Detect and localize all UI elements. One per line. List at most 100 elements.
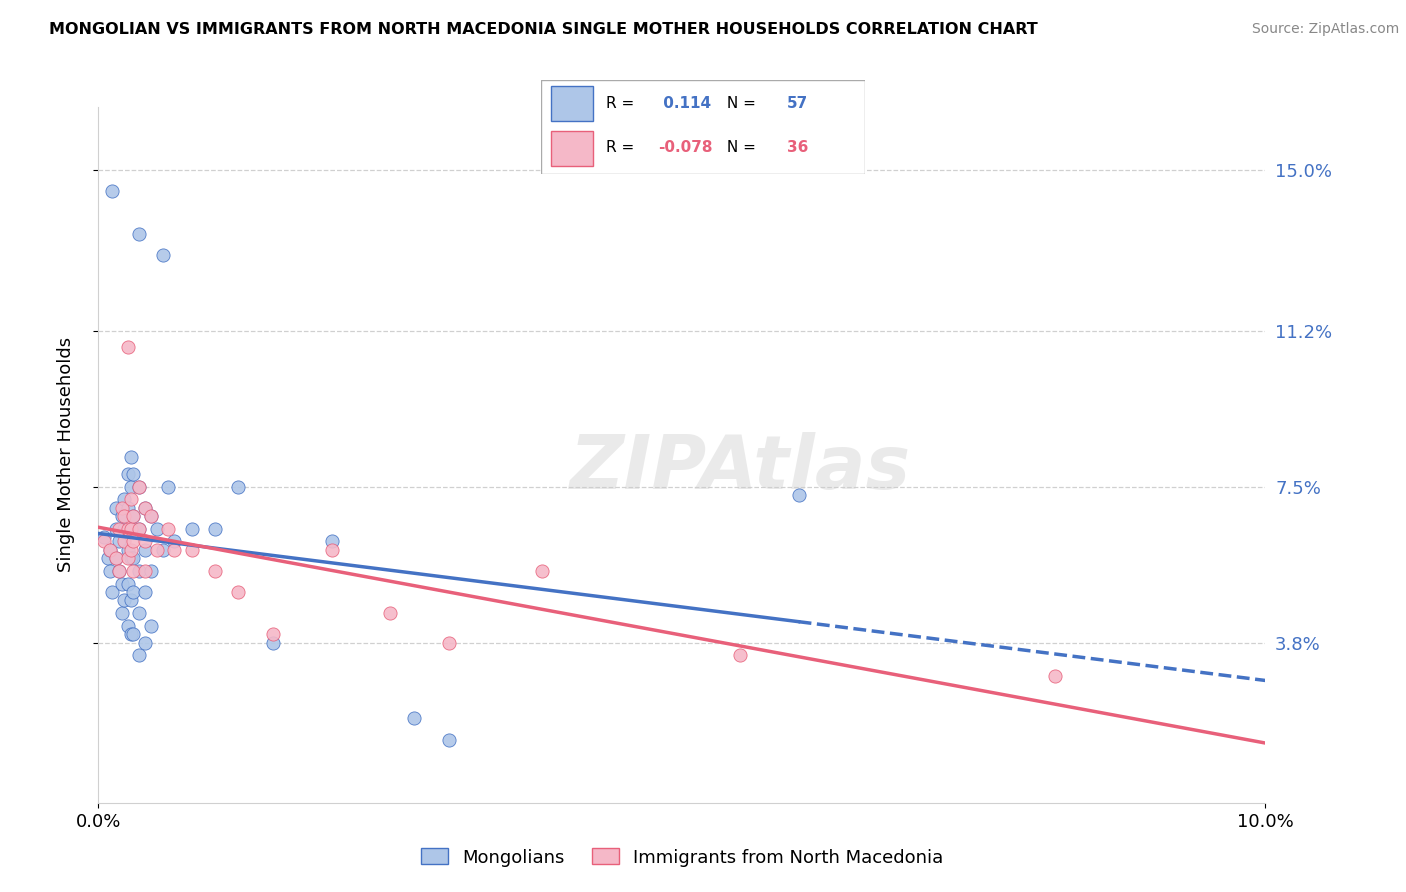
Point [134, 585, 156, 599]
Point [122, 585, 145, 599]
Point [163, 542, 186, 557]
Point [204, 522, 226, 536]
Point [152, 542, 174, 557]
Point [120, 450, 142, 464]
Text: MONGOLIAN VS IMMIGRANTS FROM NORTH MACEDONIA SINGLE MOTHER HOUSEHOLDS CORRELATIO: MONGOLIAN VS IMMIGRANTS FROM NORTH MACED… [49, 22, 1038, 37]
Point [321, 542, 343, 557]
Point [146, 522, 169, 536]
Point [120, 479, 142, 493]
Point [262, 635, 284, 649]
FancyBboxPatch shape [551, 86, 593, 121]
Point [112, 534, 135, 549]
Text: R =: R = [606, 96, 640, 112]
Point [122, 467, 145, 481]
Point [122, 627, 145, 641]
Point [787, 488, 810, 502]
Point [228, 479, 250, 493]
Point [101, 585, 124, 599]
Point [437, 635, 460, 649]
Point [262, 627, 284, 641]
FancyBboxPatch shape [541, 80, 865, 174]
Point [108, 534, 131, 549]
Point [378, 606, 402, 620]
Point [122, 534, 145, 549]
Point [128, 227, 150, 241]
Point [101, 185, 124, 199]
Point [120, 542, 142, 557]
Point [104, 522, 127, 536]
Point [117, 576, 139, 591]
Point [120, 492, 142, 507]
Point [112, 492, 135, 507]
Point [117, 618, 139, 632]
Point [97, 551, 120, 566]
Text: N =: N = [723, 140, 761, 155]
Point [98, 542, 121, 557]
Point [728, 648, 751, 663]
Point [139, 618, 162, 632]
Text: 36: 36 [787, 140, 808, 155]
Point [108, 564, 131, 578]
Point [134, 534, 156, 549]
Point [117, 551, 139, 566]
Point [134, 542, 156, 557]
Point [112, 593, 135, 607]
Point [108, 522, 131, 536]
Point [117, 467, 139, 481]
Text: 57: 57 [787, 96, 808, 112]
Point [104, 551, 127, 566]
Point [120, 627, 142, 641]
Point [128, 522, 150, 536]
Point [139, 564, 162, 578]
Point [104, 500, 127, 515]
Text: 0.114: 0.114 [658, 96, 711, 112]
Point [120, 551, 142, 566]
Point [122, 564, 145, 578]
Point [104, 551, 127, 566]
Point [117, 340, 139, 354]
Point [134, 500, 156, 515]
Point [228, 585, 250, 599]
Point [530, 564, 553, 578]
Point [128, 564, 150, 578]
Point [93, 534, 115, 549]
Point [128, 648, 150, 663]
Point [98, 542, 121, 557]
Point [180, 542, 202, 557]
Point [437, 732, 460, 747]
Point [402, 711, 425, 725]
Point [139, 509, 162, 524]
Point [122, 551, 145, 566]
Point [117, 522, 139, 536]
Point [122, 509, 145, 524]
Y-axis label: Single Mother Households: Single Mother Households [56, 337, 75, 573]
Text: ZIPAtlas: ZIPAtlas [569, 433, 911, 506]
Text: -0.078: -0.078 [658, 140, 713, 155]
Point [180, 522, 202, 536]
Point [117, 500, 139, 515]
Text: R =: R = [606, 140, 640, 155]
Point [117, 542, 139, 557]
Point [128, 522, 150, 536]
Point [134, 564, 156, 578]
Point [139, 509, 162, 524]
Point [321, 534, 343, 549]
Text: N =: N = [723, 96, 761, 112]
Point [120, 522, 142, 536]
Point [122, 509, 145, 524]
Point [157, 522, 180, 536]
Point [120, 593, 142, 607]
Point [112, 522, 135, 536]
Point [1045, 669, 1067, 683]
Text: Source: ZipAtlas.com: Source: ZipAtlas.com [1251, 22, 1399, 37]
Point [111, 606, 134, 620]
Point [163, 534, 186, 549]
Point [134, 500, 156, 515]
Point [108, 564, 131, 578]
Point [152, 247, 174, 261]
Legend: Mongolians, Immigrants from North Macedonia: Mongolians, Immigrants from North Macedo… [413, 841, 950, 874]
Point [93, 530, 115, 544]
FancyBboxPatch shape [551, 131, 593, 167]
Point [204, 564, 226, 578]
Point [111, 576, 134, 591]
